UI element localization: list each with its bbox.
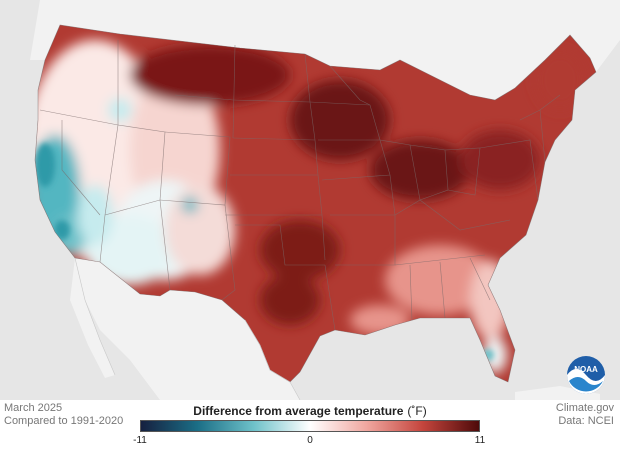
map-date: March 2025 <box>4 402 63 414</box>
temperature-map <box>30 0 620 400</box>
baja-land <box>70 258 115 378</box>
legend-unit: (˚F) <box>407 404 427 418</box>
state-borders <box>34 24 597 383</box>
footer: March 2025 Compared to 1991-2020 Differe… <box>0 400 620 450</box>
mexico-land <box>75 258 300 400</box>
legend-color-bar <box>140 420 480 432</box>
source-credit: Climate.gov <box>555 402 614 414</box>
baseline-period: Compared to 1991-2020 <box>4 415 124 427</box>
noaa-logo-text: NOAA <box>574 365 598 374</box>
noaa-logo: NOAA <box>567 356 605 394</box>
legend-min-label: -11 <box>133 435 147 446</box>
legend-mid-label: 0 <box>307 435 313 446</box>
cuba-land <box>515 386 600 400</box>
legend-title: Difference from average temperature (˚F) <box>140 404 480 418</box>
data-credit: Data: NCEI <box>558 415 614 427</box>
legend-title-text: Difference from average temperature <box>193 404 404 418</box>
us-anomaly-field <box>35 25 596 382</box>
legend-max-label: 11 <box>474 435 486 446</box>
footer-right: Climate.gov Data: NCEI <box>556 402 614 428</box>
map-area: NOAA <box>30 0 620 400</box>
footer-left: March 2025 Compared to 1991-2020 <box>4 402 123 428</box>
canada-land <box>30 0 620 100</box>
coastlines <box>74 257 301 400</box>
